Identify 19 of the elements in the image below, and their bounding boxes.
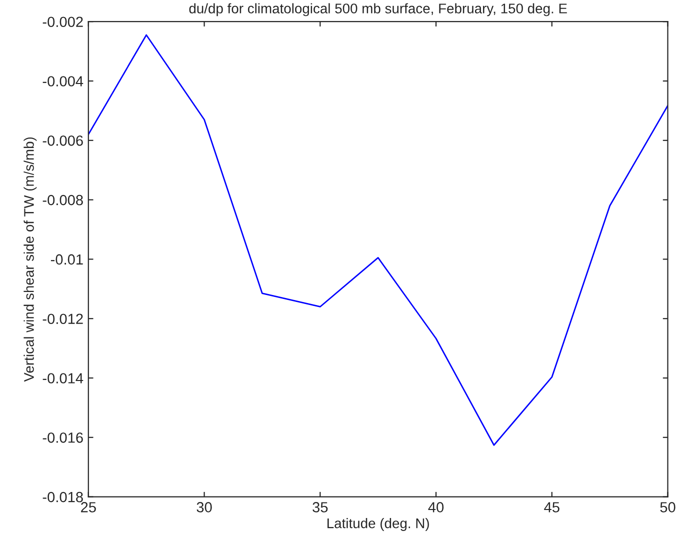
x-axis-title: Latitude (deg. N) (327, 518, 429, 531)
y-tick-label: -0.008 (42, 194, 83, 206)
y-tick-label: -0.01 (50, 254, 83, 265)
x-tick-label: 50 (660, 502, 676, 512)
y-tick-label: -0.006 (42, 136, 83, 146)
x-tick-label: 30 (196, 502, 212, 512)
y-tick-label: -0.012 (42, 314, 83, 324)
y-tick-label: -0.004 (42, 76, 84, 86)
y-tick-label: -0.002 (42, 16, 83, 28)
y-tick-label: -0.018 (42, 492, 83, 502)
chart-title: du/dp for climatological 500 mb surface, February, 150 deg. E (189, 3, 567, 16)
x-tick-label: 35 (312, 502, 328, 512)
x-tick-label: 45 (544, 502, 560, 512)
line-series (88, 34, 668, 446)
y-tick-label: -0.014 (42, 373, 84, 384)
y-axis-title: Vertical wind shear side of TW (m/s/mb) (24, 137, 37, 382)
x-tick-label: 40 (428, 502, 444, 512)
y-tick-label: -0.016 (42, 432, 83, 443)
x-tick-label: 25 (81, 502, 96, 512)
